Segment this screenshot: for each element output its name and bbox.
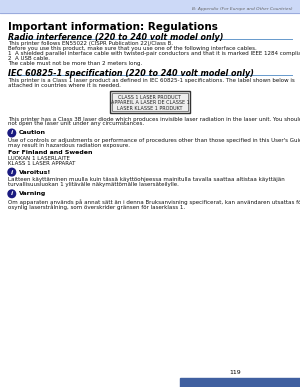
Text: may result in hazardous radiation exposure.: may result in hazardous radiation exposu…: [8, 143, 130, 148]
Text: IEC 60825-1 specification (220 to 240 volt model only): IEC 60825-1 specification (220 to 240 vo…: [8, 70, 254, 79]
Bar: [110, 91, 190, 113]
Bar: [180, 378, 300, 387]
Text: This printer follows EN55022 (CISPR Publication 22)/Class B.: This printer follows EN55022 (CISPR Publ…: [8, 41, 173, 46]
Text: For Finland and Sweden: For Finland and Sweden: [8, 150, 92, 155]
Text: Om apparaten används på annat sätt än i denna Bruksanvisning specificerat, kan a: Om apparaten används på annat sätt än i …: [8, 199, 300, 205]
Text: B: Appendix (For Europe and Other Countries): B: Appendix (For Europe and Other Countr…: [192, 7, 293, 11]
Bar: [0, 0, 300, 13]
Text: Radio interference (220 to 240 volt model only): Radio interference (220 to 240 volt mode…: [8, 33, 223, 42]
Circle shape: [8, 168, 16, 176]
Text: i: i: [11, 170, 13, 175]
Circle shape: [8, 190, 16, 198]
Text: 119: 119: [229, 370, 241, 375]
Text: attached in countries where it is needed.: attached in countries where it is needed…: [8, 83, 121, 88]
Text: turvallisuusluokan 1 ylitävälle näkymättömälle lasersäteilylle.: turvallisuusluokan 1 ylitävälle näkymätt…: [8, 182, 179, 187]
Text: Before you use this product, make sure that you use one of the following interfa: Before you use this product, make sure t…: [8, 46, 257, 51]
Text: Laitteen käyttäminen muulla kuin tässä käyttöohjeessa mainitulla tavalla saattaa: Laitteen käyttäminen muulla kuin tässä k…: [8, 177, 285, 182]
Text: KLASS 1 LASER APPARAT: KLASS 1 LASER APPARAT: [8, 161, 75, 166]
Text: This printer has a Class 3B laser diode which produces invisible laser radiation: This printer has a Class 3B laser diode …: [8, 116, 300, 122]
Bar: [112, 92, 188, 111]
Circle shape: [8, 129, 16, 137]
Text: Varoitus!: Varoitus!: [19, 170, 51, 175]
Text: Important information: Regulations: Important information: Regulations: [8, 22, 218, 32]
Text: i: i: [11, 191, 13, 196]
Text: LUOKAN 1 LASERLAITE: LUOKAN 1 LASERLAITE: [8, 156, 70, 161]
Text: LASER KLASSE 1 PRODUKT: LASER KLASSE 1 PRODUKT: [117, 106, 183, 111]
Text: CLASS 1 LASER PRODUCT: CLASS 1 LASER PRODUCT: [118, 94, 182, 99]
Text: Varning: Varning: [19, 191, 46, 196]
Text: i: i: [11, 130, 13, 135]
Text: This printer is a Class 1 laser product as defined in IEC 60825-1 specifications: This printer is a Class 1 laser product …: [8, 78, 295, 83]
Text: 2  A USB cable.: 2 A USB cable.: [8, 56, 50, 61]
Text: The cable must not be more than 2 meters long.: The cable must not be more than 2 meters…: [8, 61, 142, 66]
Text: osynlig laserstrålning, som överskrider gränsen för laserklass 1.: osynlig laserstrålning, som överskrider …: [8, 204, 185, 209]
Text: APPAREIL A LASER DE CLASSE 1: APPAREIL A LASER DE CLASSE 1: [111, 100, 189, 105]
Text: Caution: Caution: [19, 130, 46, 135]
Text: not open the laser unit under any circumstances.: not open the laser unit under any circum…: [8, 122, 144, 127]
Text: Use of controls or adjustments or performance of procedures other than those spe: Use of controls or adjustments or perfor…: [8, 138, 300, 143]
Text: 1  A shielded parallel interface cable with twisted-pair conductors and that it : 1 A shielded parallel interface cable wi…: [8, 51, 300, 56]
